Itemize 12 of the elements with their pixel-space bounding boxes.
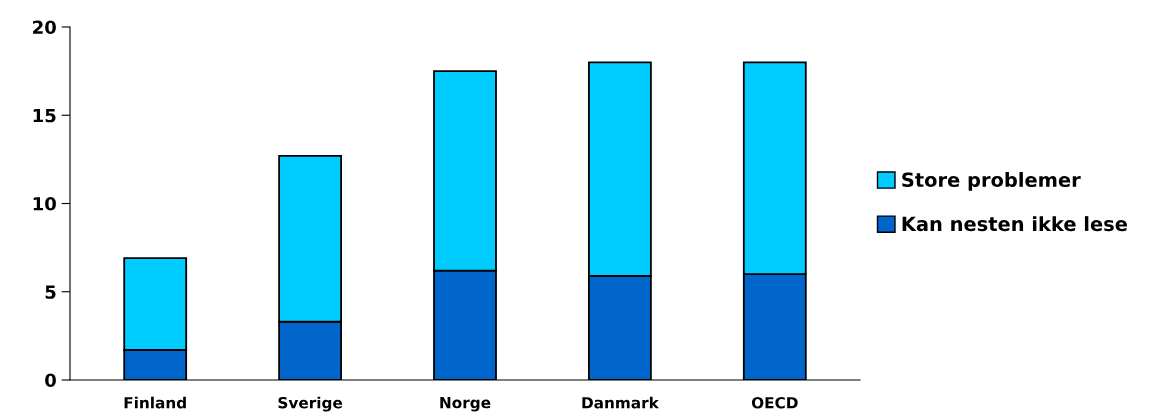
x-tick-label: OECD <box>751 396 798 409</box>
y-tick-label: 5 <box>45 285 56 299</box>
y-tick-label: 15 <box>33 108 56 123</box>
y-tick-label: 10 <box>33 196 56 211</box>
x-tick-label: Danmark <box>582 396 660 409</box>
legend-label: Store problemer <box>902 172 1081 191</box>
x-tick-label: Sverige <box>278 396 343 412</box>
y-tick-label: 0 <box>45 373 56 388</box>
x-tick-label: Norge <box>440 397 491 412</box>
y-tick-label: 20 <box>33 20 56 35</box>
legend-label: Kan nesten ikke lese <box>902 216 1127 232</box>
x-tick-label: Finland <box>124 396 186 409</box>
